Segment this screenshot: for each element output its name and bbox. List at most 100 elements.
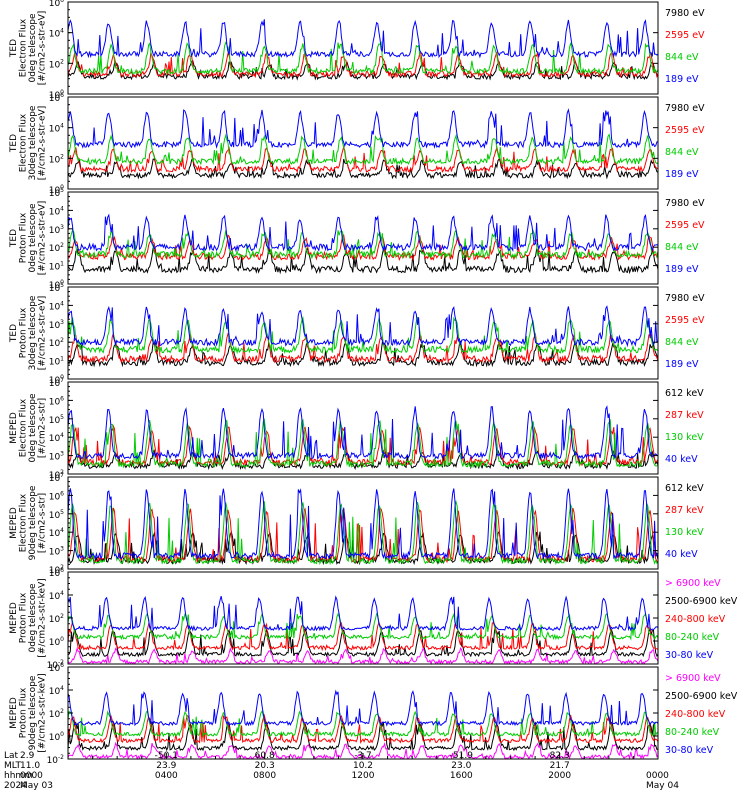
y-axis-label-line: [#/cm2-s-str]	[37, 493, 47, 553]
y-tick-label: 101	[49, 261, 64, 273]
x-tick-label: -50.1	[155, 751, 178, 761]
y-axis-label: MEPEDProton Flux90deg telescope[#/cm2-s-…	[9, 673, 48, 752]
y-axis-label-line: 30deg telescope	[28, 105, 38, 180]
y-tick-exponent: 4	[60, 432, 64, 439]
panel-3-frame	[67, 191, 659, 285]
y-tick-exponent: 0	[60, 731, 64, 738]
y-tick-label: 107	[49, 472, 64, 484]
y-axis-label: TEDProton Flux30deg telescope[#/cm2-s-st…	[9, 295, 48, 370]
series-240-800-kev-line	[67, 620, 659, 652]
y-tick-label: 105	[49, 282, 64, 294]
legend-30-80-kev: 30-80 keV	[665, 650, 714, 661]
y-axis-label-line: TED	[9, 134, 19, 153]
y-tick-label: 103	[49, 224, 64, 236]
y-tick-exponent: 0	[60, 184, 64, 191]
x-row-label: 2024	[4, 781, 27, 791]
y-tick-exponent: 4	[60, 685, 64, 692]
legend-287-kev: 287 keV	[665, 505, 704, 516]
y-tick-label: 102	[49, 708, 64, 720]
y-axis-label-line: [#/cm2-s-str-eV]	[37, 296, 47, 371]
y-axis-label-line: 0deg telescope	[28, 583, 38, 653]
series-189-ev-line	[67, 19, 659, 59]
legend-2595-ev: 2595 eV	[665, 220, 705, 231]
y-tick-exponent: 2	[60, 613, 64, 620]
y-tick-label: 104	[49, 28, 64, 40]
y-tick-label: 100	[49, 636, 64, 648]
legend-189-ev: 189 eV	[665, 169, 699, 180]
y-tick-label: 106	[49, 395, 64, 407]
series-80-240-kev-line	[67, 710, 659, 738]
legend-844-ev: 844 eV	[665, 147, 699, 158]
y-tick-exponent: -2	[58, 659, 64, 666]
series-2595-ev-line	[67, 50, 659, 79]
y-tick-label: 102	[49, 58, 64, 70]
y-tick-exponent: 1	[60, 356, 64, 363]
y-tick-exponent: 2	[60, 708, 64, 715]
y-tick-label: 104	[49, 685, 64, 697]
y-tick-exponent: 0	[60, 374, 64, 381]
y-axis-label-line: MEPED	[9, 697, 19, 729]
series-2500-6900-kev-line	[67, 719, 659, 752]
y-axis-label-line: 90deg telescope	[28, 485, 38, 560]
y-tick-exponent: 2	[60, 469, 64, 476]
y-axis-label: MEPEDElectron Flux0deg telescope[#/cm2-s…	[9, 393, 48, 463]
legend-612-kev: 612 keV	[665, 388, 704, 399]
y-tick-label: 105	[49, 414, 64, 426]
legend-80-240-kev: 80-240 keV	[665, 632, 720, 643]
panel-2-traces	[67, 108, 659, 180]
legend-40-kev: 40 keV	[665, 454, 698, 465]
y-axis-label: MEPEDElectron Flux90deg telescope[#/cm2-…	[9, 485, 48, 560]
legend--6900-kev: > 6900 keV	[665, 578, 721, 589]
x-tick-label: 0400	[155, 771, 178, 781]
legend-130-kev: 130 keV	[665, 527, 704, 538]
legend-189-ev: 189 eV	[665, 359, 699, 370]
panel-7-traces	[67, 595, 659, 666]
legend-2595-ev: 2595 eV	[665, 30, 705, 41]
y-tick-exponent: 6	[60, 567, 64, 574]
x-tick-label: 10.2	[353, 761, 373, 771]
y-tick-exponent: 3	[60, 546, 64, 553]
y-tick-exponent: 7	[60, 472, 64, 479]
legend-844-ev: 844 eV	[665, 337, 699, 348]
x-tick-label: 23.0	[451, 761, 471, 771]
legend-7980-ev: 7980 eV	[665, 8, 705, 19]
legend-40-kev: 40 keV	[665, 549, 698, 560]
panel-4-traces	[67, 305, 659, 368]
series-189-ev-line	[67, 108, 659, 149]
series-189-ev-line	[67, 213, 659, 253]
y-axis-label-line: Proton Flux	[18, 212, 28, 263]
y-tick-exponent: 2	[60, 242, 64, 249]
y-axis-label-line: Electron Flux	[18, 113, 28, 172]
legend-844-ev: 844 eV	[665, 52, 699, 63]
y-axis-label-line: TED	[9, 324, 19, 343]
y-tick-label: 102	[49, 337, 64, 349]
y-tick-exponent: 6	[60, 490, 64, 497]
y-tick-label: 106	[49, 490, 64, 502]
y-axis-label-line: 30deg telescope	[28, 295, 38, 370]
y-tick-exponent: 6	[60, 0, 64, 4]
legend-240-800-kev: 240-800 keV	[665, 709, 726, 720]
panel-6-traces	[67, 488, 659, 566]
x-tick-label: 1600	[450, 771, 473, 781]
y-tick-exponent: 6	[60, 662, 64, 669]
y-axis-label: TEDProton Flux0deg telescope[#/cm2-s-str…	[9, 201, 48, 276]
y-axis-label-line: [#/cm2-s-str-eV]	[37, 201, 47, 276]
y-tick-exponent: 3	[60, 319, 64, 326]
y-axis-label: TEDElectron Flux0deg telescope[#/cm2-s-s…	[9, 11, 48, 86]
x-tick-label: 23.9	[156, 761, 176, 771]
series-130-kev-line	[67, 417, 659, 469]
y-axis-label-line: 0deg telescope	[28, 203, 38, 273]
series-130-kev-line	[67, 499, 659, 566]
y-tick-label: 107	[49, 377, 64, 389]
y-tick-exponent: 2	[60, 153, 64, 160]
y-axis-label-line: 0deg telescope	[28, 393, 38, 463]
x-tick-label: 21.7	[550, 761, 570, 771]
series-7980-ev-line	[67, 157, 659, 180]
y-axis-label-line: Electron Flux	[18, 493, 28, 552]
y-tick-label: 102	[49, 153, 64, 165]
series-7980-ev-line	[67, 247, 659, 275]
y-tick-label: 10-2	[47, 754, 65, 766]
